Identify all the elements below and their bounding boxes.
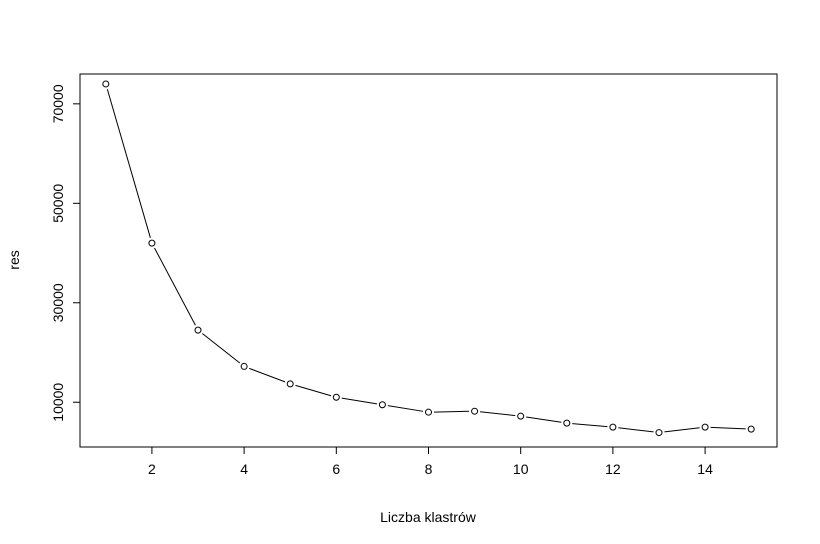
plot-frame <box>79 73 778 448</box>
series-0-segment-1 <box>154 247 196 326</box>
x-axis: 2 4 6 8 10 12 14 <box>148 446 713 477</box>
data-point-15 <box>747 425 755 433</box>
y-axis-label: res <box>6 250 22 269</box>
data-point-8 <box>425 408 432 416</box>
data-point-1 <box>102 80 110 88</box>
x-tick-label-3: 8 <box>425 461 433 477</box>
x-axis-label: Liczba klastrów <box>380 509 477 525</box>
series-0-segment-10 <box>572 423 608 428</box>
data-point-13 <box>655 429 663 437</box>
data-point-10 <box>517 412 525 420</box>
series-0-segment-12 <box>664 427 700 433</box>
series-0-segment-3 <box>249 367 286 383</box>
data-point-2 <box>148 239 156 247</box>
x-tick-label-1: 4 <box>240 461 248 477</box>
series-0-segment-2 <box>202 333 241 364</box>
data-point-3 <box>194 326 202 334</box>
y-tick-label-1: 30000 <box>50 283 66 322</box>
data-point-11 <box>563 419 571 427</box>
x-tick-label-2: 6 <box>332 461 340 477</box>
y-tick-label-2: 50000 <box>50 184 66 223</box>
x-tick-label-5: 12 <box>605 461 621 477</box>
data-point-12 <box>609 423 617 431</box>
x-tick-label-4: 10 <box>513 461 529 477</box>
series-0-segment-5 <box>341 397 378 405</box>
x-tick-label-6: 14 <box>697 461 713 477</box>
series-0-segment-9 <box>526 416 562 423</box>
data-point-14 <box>701 423 709 431</box>
series-0-segment-0 <box>106 89 151 238</box>
series-0-segment-4 <box>295 384 332 397</box>
x-tick-label-0: 2 <box>148 461 156 477</box>
y-tick-label-0: 10000 <box>50 383 66 422</box>
data-point-6 <box>332 393 340 401</box>
y-axis: 10000 30000 50000 70000 <box>50 84 81 422</box>
series-0-segment-8 <box>480 411 516 417</box>
series-0-segment-6 <box>387 405 424 412</box>
data-point-4 <box>240 362 248 370</box>
y-tick-label-3: 70000 <box>50 84 66 123</box>
series-0-segment-11 <box>618 427 654 433</box>
series-0-segment-7 <box>433 410 470 413</box>
data-point-5 <box>286 380 294 388</box>
series-layer <box>102 80 755 437</box>
series-0-segment-13 <box>710 426 746 430</box>
data-point-9 <box>471 407 479 415</box>
data-point-7 <box>378 401 386 409</box>
